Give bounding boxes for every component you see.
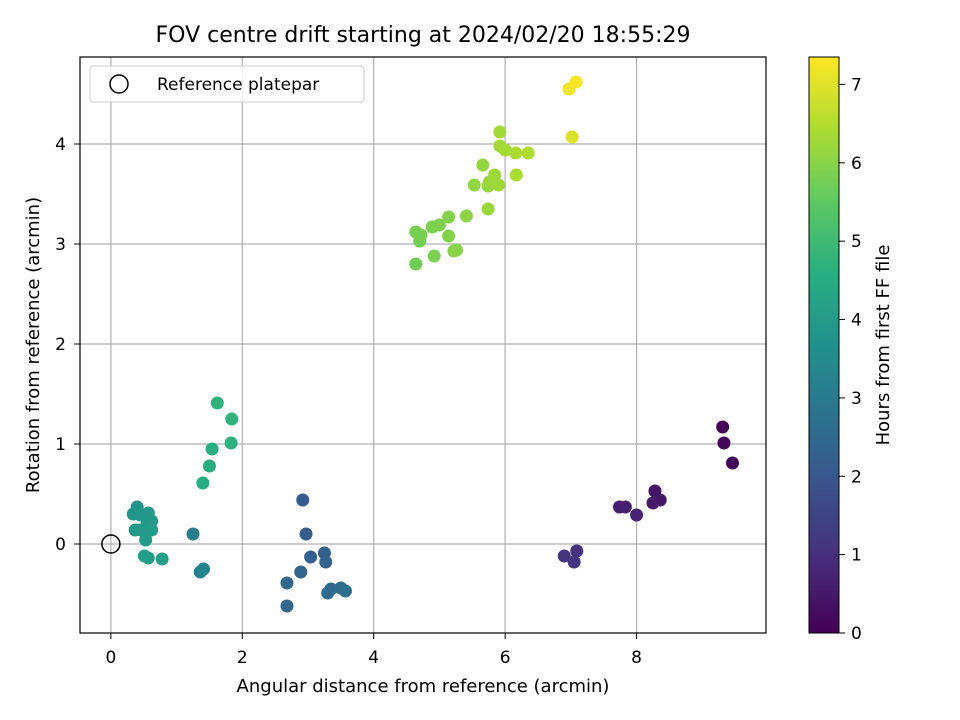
- scatter-point: [450, 243, 464, 257]
- scatter-point: [186, 527, 200, 541]
- colorbar-tick-label: 6: [851, 154, 862, 174]
- scatter-point: [141, 551, 155, 565]
- scatter-point: [569, 75, 583, 89]
- scatter-point: [565, 130, 579, 144]
- scatter-point: [210, 396, 224, 410]
- scatter-point: [509, 168, 523, 182]
- y-tick-label: 0: [55, 535, 66, 555]
- scatter-point: [139, 533, 153, 547]
- scatter-point: [304, 550, 318, 564]
- x-tick-label: 0: [105, 648, 116, 668]
- scatter-point: [567, 555, 581, 569]
- legend: Reference platepar: [89, 65, 365, 103]
- scatter-point: [280, 599, 294, 613]
- colorbar-tick-label: 5: [851, 232, 862, 252]
- colorbar: 0 1 2 3 4 5 6 7 Hours from first FF file: [808, 56, 894, 644]
- scatter-point: [432, 218, 446, 232]
- y-tick-label: 3: [55, 235, 66, 255]
- scatter-point: [630, 508, 644, 522]
- scatter-point: [570, 544, 584, 558]
- colorbar-label: Hours from first FF file: [873, 245, 894, 446]
- scatter-point: [224, 436, 238, 450]
- legend-box: [89, 65, 365, 103]
- x-axis-ticks: 0 2 4 6 8: [105, 633, 642, 668]
- scatter-point: [321, 586, 335, 600]
- colorbar-tick-label: 7: [851, 75, 862, 95]
- scatter-point: [205, 442, 219, 456]
- scatter-point: [414, 228, 428, 242]
- scatter-point: [717, 436, 731, 450]
- y-tick-label: 1: [55, 435, 66, 455]
- scatter-point: [467, 178, 481, 192]
- plot-frame: [79, 56, 767, 634]
- colorbar-ticks: 0 1 2 3 4 5 6 7: [839, 75, 862, 644]
- y-axis-ticks: 0 1 2 3 4: [55, 135, 80, 555]
- scatter-point: [409, 257, 423, 271]
- reference-point: [101, 534, 121, 554]
- scatter-point: [299, 527, 313, 541]
- legend-marker-icon: [109, 74, 129, 94]
- scatter-point: [459, 209, 473, 223]
- scatter-point: [296, 493, 310, 507]
- y-tick-label: 4: [55, 135, 66, 155]
- scatter-point: [442, 229, 456, 243]
- scatter-point: [294, 565, 308, 579]
- scatter-point: [498, 143, 512, 157]
- scatter-point: [133, 523, 147, 537]
- x-tick-label: 4: [368, 648, 379, 668]
- scatter-point: [493, 125, 507, 139]
- colorbar-tick-label: 1: [851, 546, 862, 566]
- colorbar-gradient: [808, 56, 840, 634]
- chart-title: FOV centre drift starting at 2024/02/20 …: [156, 23, 691, 48]
- x-tick-label: 8: [631, 648, 642, 668]
- scatter-point: [476, 158, 490, 172]
- colorbar-tick-label: 4: [851, 311, 862, 331]
- legend-label: Reference platepar: [157, 75, 319, 95]
- scatter-point: [225, 412, 239, 426]
- scatter-point: [646, 496, 660, 510]
- scatter-point: [427, 249, 441, 263]
- scatter-point: [725, 456, 739, 470]
- scatter-point: [155, 552, 169, 566]
- x-tick-label: 6: [500, 648, 511, 668]
- y-axis-label: Rotation from reference (arcmin): [23, 197, 44, 493]
- grid: [80, 57, 766, 633]
- x-axis-label: Angular distance from reference (arcmin): [237, 676, 610, 697]
- scatter-point: [716, 420, 730, 434]
- data-points: [126, 75, 739, 613]
- scatter-point: [197, 562, 211, 576]
- scatter-point: [618, 500, 632, 514]
- scatter-point: [492, 178, 506, 192]
- y-tick-label: 2: [55, 335, 66, 355]
- scatter-point: [202, 459, 216, 473]
- scatter-point: [442, 210, 456, 224]
- colorbar-tick-label: 3: [851, 389, 862, 409]
- scatter-point: [145, 523, 159, 537]
- colorbar-tick-label: 0: [851, 624, 862, 644]
- scatter-point: [481, 202, 495, 216]
- scatter-point: [521, 146, 535, 160]
- scatter-point: [196, 476, 210, 490]
- scatter-point: [338, 584, 352, 598]
- scatter-point: [280, 576, 294, 590]
- scatter-point: [319, 555, 333, 569]
- colorbar-tick-label: 2: [851, 467, 862, 487]
- scatter-point: [509, 146, 523, 160]
- x-tick-label: 2: [237, 648, 248, 668]
- scatter-point: [488, 168, 502, 182]
- scatter-point: [557, 549, 571, 563]
